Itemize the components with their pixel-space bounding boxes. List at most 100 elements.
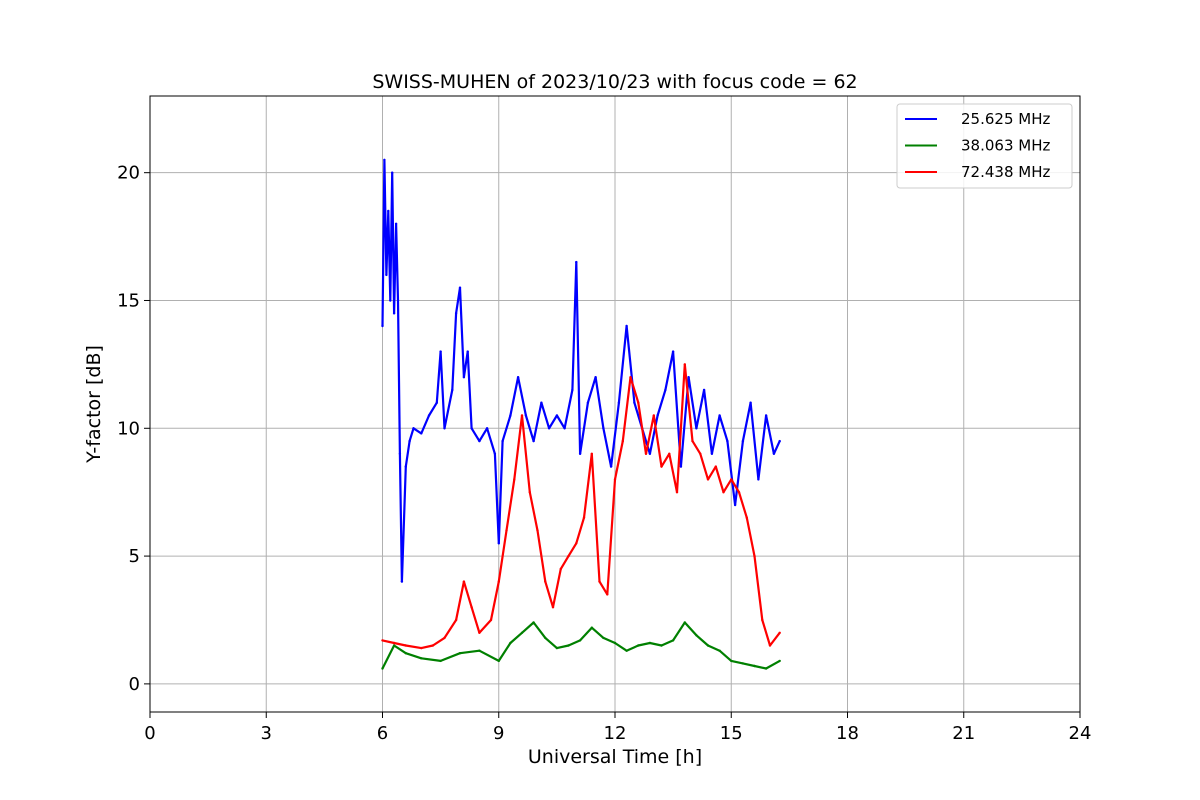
data-point [427, 414, 431, 417]
data-point [609, 465, 613, 468]
data-point [613, 478, 617, 481]
data-point [772, 452, 776, 455]
data-point [412, 427, 415, 430]
x-tick-label: 18 [836, 723, 859, 744]
data-point [757, 478, 760, 481]
data-point [398, 452, 402, 455]
data-point [431, 644, 435, 647]
data-point [404, 465, 407, 468]
data-point [555, 414, 559, 417]
data-point [392, 644, 396, 647]
data-point [633, 401, 636, 404]
data-point [602, 636, 605, 640]
x-tick-label: 21 [952, 723, 975, 744]
data-point [764, 667, 768, 670]
x-tick-label: 6 [377, 723, 388, 744]
data-point [451, 388, 454, 392]
data-point [648, 641, 652, 645]
x-tick-label: 9 [493, 723, 504, 744]
data-point [594, 376, 597, 379]
data-point [726, 439, 729, 443]
data-point [392, 641, 396, 645]
data-point [478, 649, 481, 652]
data-point [710, 452, 714, 455]
data-point [489, 618, 493, 622]
data-point [730, 478, 733, 481]
data-point [613, 641, 617, 645]
data-point [671, 639, 675, 642]
data-point [559, 567, 562, 571]
data-point [396, 299, 400, 302]
data-point [478, 439, 481, 443]
data-point [497, 542, 500, 545]
data-point [571, 388, 574, 392]
data-point [741, 439, 745, 443]
y-axis-label: Y-factor [dB] [83, 345, 105, 464]
data-point [778, 439, 781, 443]
data-point [509, 414, 512, 417]
data-point [637, 401, 640, 404]
data-point [590, 452, 593, 455]
data-point [524, 414, 528, 417]
data-point [706, 644, 710, 647]
data-point [749, 401, 752, 404]
data-point [462, 376, 466, 379]
data-point [683, 363, 686, 366]
data-point [458, 652, 462, 655]
data-point [540, 401, 543, 404]
data-point [462, 580, 466, 583]
y-tick-label: 15 [117, 290, 140, 311]
data-point [420, 657, 423, 660]
data-point [400, 580, 404, 583]
data-point [420, 432, 423, 435]
data-point [408, 439, 411, 443]
data-point [551, 606, 555, 609]
series-layer [381, 158, 781, 670]
series-line-1 [381, 158, 781, 583]
data-point [563, 427, 566, 430]
data-point [575, 542, 578, 545]
data-point [381, 639, 384, 642]
data-point [764, 414, 768, 417]
x-tick-label: 12 [604, 723, 627, 744]
data-point [466, 350, 469, 353]
x-tick-label: 15 [720, 723, 743, 744]
data-point [513, 478, 516, 481]
x-tick-label: 3 [261, 723, 272, 744]
data-point [675, 491, 679, 494]
data-point [718, 649, 721, 652]
data-point [687, 376, 690, 379]
data-point [578, 452, 582, 455]
data-point [470, 427, 473, 430]
data-point [617, 401, 621, 404]
data-point [485, 427, 489, 430]
data-point [509, 641, 512, 645]
y-tick-label: 5 [129, 546, 140, 567]
data-point [606, 593, 609, 596]
data-point [695, 427, 698, 430]
data-point [536, 529, 539, 532]
data-point [582, 516, 586, 519]
data-point [394, 222, 398, 225]
legend-label: 38.063 MHz [961, 137, 1050, 155]
data-point [702, 388, 706, 392]
data-point [648, 452, 652, 455]
data-point [420, 646, 423, 650]
data-point [505, 529, 508, 532]
legend: 25.625 MHz 38.063 MHz 72.438 MHz [896, 103, 1073, 189]
data-point [391, 171, 394, 174]
data-point [625, 649, 628, 652]
x-axis-label: Universal Time [h] [528, 746, 702, 768]
x-tick-label: 24 [1069, 723, 1092, 744]
data-point [470, 606, 473, 609]
data-point [387, 209, 390, 213]
data-point [660, 465, 663, 468]
data-point [575, 260, 578, 264]
data-point [497, 580, 500, 583]
data-point [458, 286, 462, 289]
data-point [385, 273, 388, 277]
data-point [683, 621, 686, 624]
tick-layer: 0 3 6 9 12 15 18 21 24 0 5 10 15 20 [117, 163, 1091, 744]
